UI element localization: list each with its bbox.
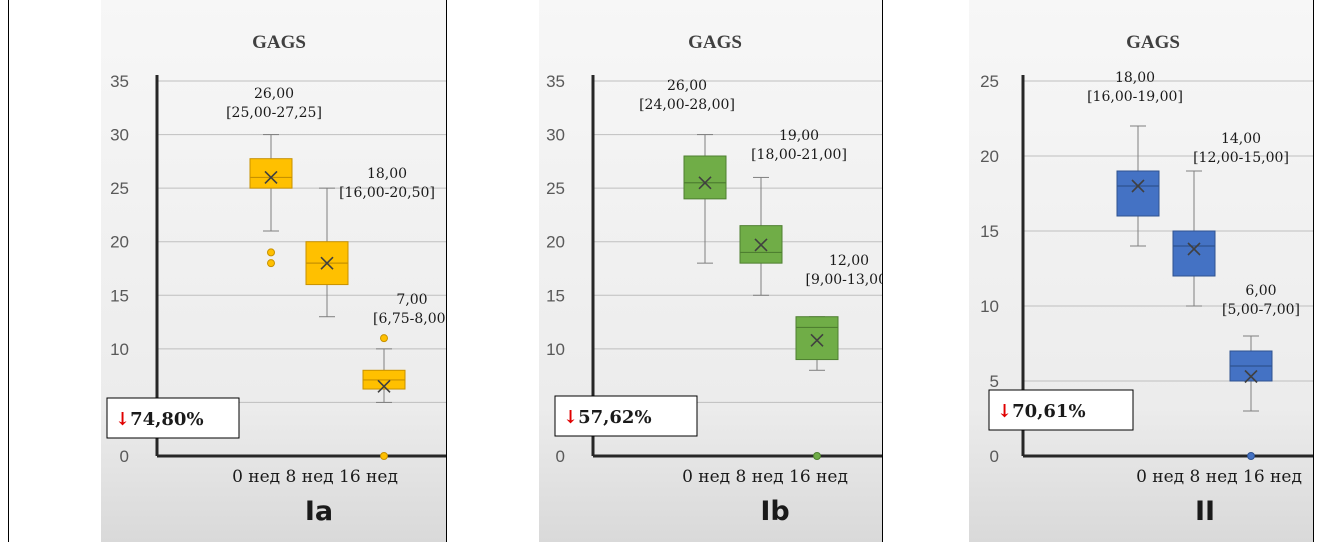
box-plot-1 — [249, 134, 293, 268]
chart-title: GAGS — [1126, 32, 1180, 53]
y-tick-label: 10 — [546, 340, 565, 359]
annotation-iqr: [16,00-20,50] — [339, 185, 435, 201]
box-mean-marker — [754, 238, 768, 252]
y-tick-label: 25 — [546, 179, 565, 198]
annotation-median: 26,00 — [667, 78, 707, 94]
reduction-box — [554, 395, 698, 437]
annotation-iqr: [16,00-19,00] — [1087, 89, 1183, 105]
y-tick-label: 15 — [110, 286, 129, 305]
annotation-iqr: [18,00-21,00] — [751, 147, 847, 163]
reduction-percent: ↓70,61% — [997, 401, 1086, 422]
box-plot-3 — [1229, 335, 1273, 460]
annotation-iqr: [9,00-13,00] — [806, 272, 883, 288]
annotation-median: 18,00 — [367, 166, 407, 182]
annotation-iqr: [24,00-28,00] — [639, 97, 735, 113]
reduction-percent: ↓57,62% — [563, 407, 652, 428]
annotation-median: 19,00 — [779, 128, 819, 144]
y-tick-label: 5 — [990, 372, 999, 391]
annotation-median: 14,00 — [1221, 131, 1261, 147]
annotation-iqr: [12,00-15,00] — [1193, 150, 1289, 166]
outlier-point — [1247, 452, 1255, 460]
reduction-value: 70,61% — [1012, 401, 1085, 422]
y-tick-label: 0 — [556, 447, 565, 466]
box-plot-2 — [1172, 170, 1216, 307]
y-tick-label: 35 — [110, 72, 129, 91]
group-label: Ib — [760, 496, 789, 527]
annotation-iqr: [5,00-7,00] — [1222, 302, 1300, 318]
box-mean-marker — [1244, 369, 1258, 384]
y-tick-label: 20 — [980, 147, 999, 166]
box-iqr — [249, 158, 293, 189]
chart-background — [969, 0, 1313, 542]
annotation-median: 7,00 — [396, 292, 427, 308]
chart-title: GAGS — [252, 32, 306, 53]
down-arrow-icon: ↓ — [115, 409, 130, 430]
box-plot-2 — [739, 176, 783, 296]
box-plot-3 — [362, 334, 406, 460]
reduction-value: 57,62% — [578, 407, 651, 428]
outlier-point — [380, 334, 388, 343]
y-tick-label: 10 — [110, 340, 129, 359]
x-axis-labels: 0 нед 8 нед 16 нед — [1136, 467, 1302, 487]
box-iqr — [1116, 170, 1160, 217]
chart-background — [539, 0, 883, 542]
box-iqr — [1172, 230, 1216, 277]
y-tick-label: 15 — [546, 286, 565, 305]
outlier-point — [813, 452, 821, 460]
chart-panel-ib: GAGS 0 10 15 20 25 30 35 26,00 [24,00-28,00] 19,00… — [446, 0, 883, 542]
down-arrow-icon: ↓ — [563, 407, 578, 428]
reduction-box — [106, 397, 240, 439]
y-tick-label: 10 — [980, 297, 999, 316]
y-tick-label: 15 — [980, 222, 999, 241]
reduction-box — [988, 389, 1134, 431]
y-tick-label: 25 — [980, 72, 999, 91]
box-mean-marker — [320, 256, 334, 270]
box-plot-1 — [683, 134, 727, 264]
y-tick-label: 30 — [546, 126, 565, 145]
box-plot-3 — [795, 316, 839, 460]
group-label: II — [1195, 496, 1215, 527]
box-iqr — [683, 155, 727, 200]
y-tick-label: 0 — [990, 447, 999, 466]
annotation-iqr: [25,00-27,25] — [226, 105, 322, 121]
box-iqr — [795, 316, 839, 361]
chart-title: GAGS — [688, 32, 742, 53]
y-tick-label: 20 — [546, 233, 565, 252]
box-mean-marker — [1187, 242, 1201, 256]
outlier-point — [380, 452, 388, 460]
x-axis-labels: 0 нед 8 нед 16 нед — [232, 467, 398, 487]
annotation-median: 12,00 — [829, 253, 869, 269]
annotation-median: 18,00 — [1115, 70, 1155, 86]
x-axis-labels: 0 нед 8 нед 16 нед — [682, 467, 848, 487]
annotation-median: 26,00 — [254, 86, 294, 102]
y-tick-label: 20 — [110, 233, 129, 252]
outlier-point — [267, 248, 275, 257]
reduction-percent: ↓74,80% — [115, 409, 204, 430]
y-tick-label: 25 — [110, 179, 129, 198]
box-plot-2 — [305, 187, 349, 318]
chart-panel-ii: GAGS 0 5 10 15 20 25 18,00 [16,00-19,00] 14,00 [12… — [882, 0, 1314, 542]
outlier-point — [267, 259, 275, 268]
y-tick-label: 35 — [546, 72, 565, 91]
reduction-value: 74,80% — [130, 409, 203, 430]
box-mean-marker — [1131, 179, 1145, 193]
annotation-median: 6,00 — [1245, 283, 1276, 299]
down-arrow-icon: ↓ — [997, 401, 1012, 422]
chart-ib: GAGS 0 10 15 20 25 30 35 26,00 [24,00-28,00] 19,00… — [539, 0, 883, 542]
y-tick-label: 30 — [110, 126, 129, 145]
chart-ii: GAGS 0 5 10 15 20 25 18,00 [16,00-19,00] 14,00 [12… — [969, 0, 1313, 542]
y-tick-label: 0 — [120, 447, 129, 466]
box-plot-1 — [1116, 125, 1160, 247]
annotation-iqr: [6,75-8,00] — [373, 311, 447, 327]
box-mean-marker — [377, 379, 391, 393]
chart-ia: GAGS 0 10 15 20 25 30 35 26,00 [25,00-27,25] 18,00… — [101, 0, 447, 542]
box-mean-marker — [264, 170, 278, 184]
box-mean-marker — [698, 176, 712, 190]
box-mean-marker — [810, 333, 824, 347]
group-label: Ia — [305, 496, 333, 527]
chart-panel-ia: GAGS 0 10 15 20 25 30 35 26,00 [25,00-27,25] 18,00… — [8, 0, 447, 542]
